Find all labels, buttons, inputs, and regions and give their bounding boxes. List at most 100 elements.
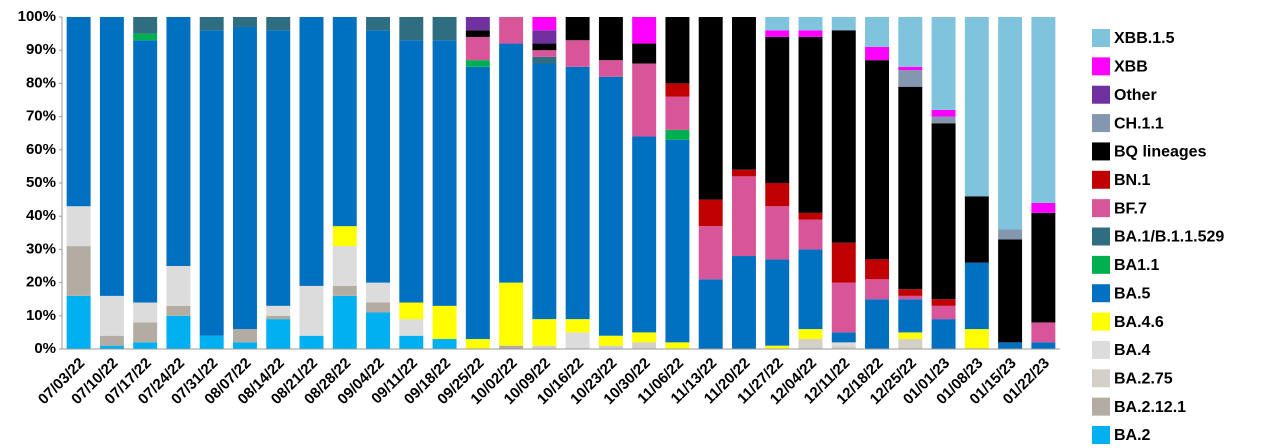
bar-segment [465,36,490,61]
bar-segment [632,43,657,64]
legend-label: BA.1/B.1.1.529 [1114,229,1224,246]
bar-segment [432,339,457,349]
bar-segment [366,30,391,283]
bar-segment [898,299,923,333]
bar-segment [532,319,557,346]
bar-segment [898,339,923,349]
bar-segment [1031,202,1056,213]
bar-segment [465,30,490,37]
bar-segment [366,312,391,349]
bar-segment [898,332,923,340]
plot-area: 0%10%20%30%40%50%60%70%80%90%100%07/03/2… [18,8,1060,408]
bar-segment [366,302,391,313]
bar-segment [698,279,723,349]
legend-label: BA.2.75 [1114,371,1173,388]
bar-segment [332,295,357,349]
bar-segment [1031,322,1056,343]
bar-segment [931,305,956,320]
bar-segment [565,319,590,333]
bar-segment [565,332,590,349]
bar-segment [632,63,657,137]
bar-segment [133,17,158,34]
bar-segment [831,30,856,243]
bar-segment [399,302,424,320]
bar-segment [665,129,690,140]
bar-segment [831,342,856,346]
bar-segment [432,40,457,306]
bar-segment [598,17,623,61]
bar-segment [765,30,790,37]
bar-segment [199,335,224,349]
bar-segment [731,169,756,177]
y-tick-label: 10% [26,307,56,324]
bar-segment [698,226,723,280]
bar-segment [66,295,91,349]
bar-segment [798,30,823,37]
bar-segment [432,17,457,41]
legend-swatch [1092,170,1110,189]
bar-segment [931,17,956,110]
bar-segment [133,302,158,323]
bar-segment [366,17,391,31]
bar-segment [998,342,1023,349]
bar-segment [632,342,657,349]
bar-segment [1031,17,1056,203]
bar-segment [565,17,590,41]
bar-segment [99,295,124,336]
y-tick-label: 90% [26,41,56,58]
bar-segment [698,17,723,200]
bar-segment [299,17,324,286]
bar-segment [133,33,158,41]
bar-segment [665,17,690,84]
bar-segment [898,86,923,290]
bar-segment [964,329,989,349]
bar-segment [399,40,424,303]
y-tick-label: 0% [34,340,56,357]
legend-swatch [1092,312,1110,331]
bar-segment [998,229,1023,240]
bar-segment [798,339,823,349]
bar-segment [665,342,690,349]
bar-segment [865,279,890,300]
bar-segment [399,335,424,349]
bar-segment [66,17,91,207]
bar-segment [731,17,756,170]
bar-segment [532,56,557,64]
bar-segment [798,219,823,250]
legend-label: BQ lineages [1114,144,1207,161]
bar-segment [499,17,524,44]
bar-segment [632,17,657,44]
bar-segment [632,332,657,343]
y-tick-label: 30% [26,240,56,257]
bar-segment [831,17,856,31]
bar-segment [964,262,989,330]
legend-swatch [1092,85,1110,104]
bar-segment [964,196,989,263]
bar-segment [865,60,890,260]
bar-segment [332,17,357,227]
bar-segment [266,30,291,306]
bar-segment [765,345,790,349]
bar-segment [665,96,690,130]
y-tick-label: 20% [26,274,56,291]
bar-segment [964,17,989,197]
bar-segment [1031,342,1056,349]
legend-label: BA.2 [1114,427,1151,444]
bar-segment [199,30,224,336]
legend-swatch [1092,142,1110,161]
bar-segment [898,295,923,300]
bar-segment [831,242,856,283]
bar-segment [366,282,391,303]
bar-segment [532,17,557,31]
legend-label: Other [1114,87,1157,104]
y-tick-label: 100% [18,8,56,25]
legend-label: XBB.1.5 [1114,30,1175,47]
bar-segment [399,17,424,41]
bar-segment [598,76,623,336]
bar-segment [865,17,890,47]
bar-segment [465,60,490,67]
legend-swatch [1092,426,1110,444]
bar-segment [632,136,657,333]
legend-swatch [1092,284,1110,303]
bar-segment [332,285,357,296]
